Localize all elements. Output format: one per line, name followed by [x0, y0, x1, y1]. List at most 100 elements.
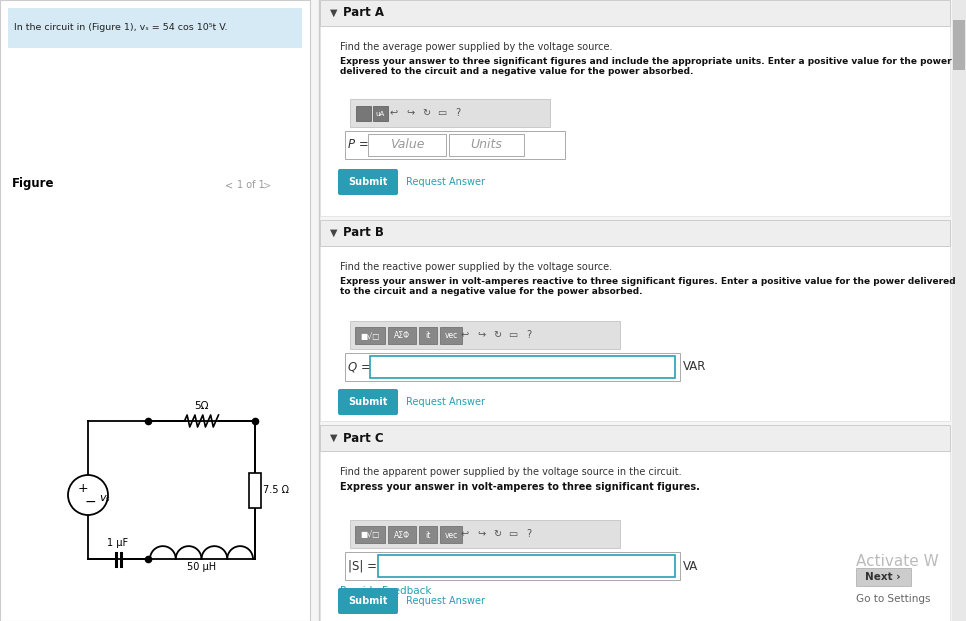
Bar: [952, 0, 966, 621]
Bar: [320, 26, 950, 216]
Text: <: <: [225, 180, 233, 190]
Text: 1 of 1: 1 of 1: [237, 180, 265, 190]
Text: ΑΣΦ: ΑΣΦ: [394, 332, 410, 340]
Text: ↩: ↩: [390, 108, 398, 118]
Text: VAR: VAR: [683, 361, 706, 373]
Bar: [345, 353, 680, 381]
Text: ↩: ↩: [461, 330, 469, 340]
Text: |S| =: |S| =: [348, 560, 377, 573]
Bar: [378, 555, 675, 577]
Bar: [440, 526, 462, 543]
Bar: [320, 220, 950, 246]
Text: ▭: ▭: [508, 330, 518, 340]
Text: Request Answer: Request Answer: [406, 177, 485, 187]
Text: Figure: Figure: [12, 177, 54, 190]
Bar: [953, 20, 965, 70]
Text: ?: ?: [526, 330, 531, 340]
Bar: [419, 327, 437, 344]
Text: Submit: Submit: [349, 596, 387, 606]
Text: Go to Settings: Go to Settings: [856, 594, 930, 604]
Text: vec: vec: [444, 332, 458, 340]
Bar: [350, 520, 620, 548]
Text: P =: P =: [348, 138, 369, 152]
Text: Value: Value: [389, 138, 424, 152]
Text: Find the apparent power supplied by the voltage source in the circuit.: Find the apparent power supplied by the …: [340, 467, 682, 477]
Text: Provide Feedback: Provide Feedback: [340, 586, 432, 596]
Bar: [449, 134, 524, 156]
Text: uA: uA: [376, 111, 384, 117]
Bar: [350, 99, 550, 127]
Text: Submit: Submit: [349, 177, 387, 187]
Bar: [320, 0, 950, 26]
Bar: [356, 106, 371, 121]
Bar: [320, 0, 966, 621]
Text: ▼: ▼: [330, 8, 337, 18]
Bar: [350, 321, 620, 349]
Text: Part A: Part A: [343, 6, 384, 19]
Text: 50 μH: 50 μH: [187, 562, 216, 572]
Text: vₛ: vₛ: [99, 493, 110, 503]
Bar: [345, 552, 680, 580]
Text: 1 μF: 1 μF: [107, 538, 128, 548]
Bar: [355, 327, 385, 344]
Text: ↪: ↪: [406, 108, 414, 118]
Text: ▼: ▼: [330, 228, 337, 238]
Text: ■√□: ■√□: [360, 332, 380, 340]
Text: ▭: ▭: [438, 108, 446, 118]
Circle shape: [68, 475, 108, 515]
Bar: [368, 134, 446, 156]
Text: Find the average power supplied by the voltage source.: Find the average power supplied by the v…: [340, 42, 612, 52]
Text: VA: VA: [683, 560, 698, 573]
Bar: [249, 473, 261, 507]
Bar: [0, 0, 310, 621]
Bar: [355, 526, 385, 543]
Text: ↪: ↪: [477, 529, 485, 539]
Text: ■√□: ■√□: [360, 530, 380, 540]
Text: Next ›: Next ›: [866, 572, 900, 582]
FancyBboxPatch shape: [338, 389, 398, 415]
Bar: [345, 131, 565, 159]
FancyBboxPatch shape: [338, 588, 398, 614]
Text: vec: vec: [444, 530, 458, 540]
FancyBboxPatch shape: [338, 169, 398, 195]
Text: +: +: [77, 481, 88, 494]
Bar: [320, 425, 950, 451]
Text: Activate W: Activate W: [856, 553, 939, 568]
Text: ?: ?: [526, 529, 531, 539]
Text: it: it: [425, 332, 431, 340]
Text: Units: Units: [470, 138, 502, 152]
Bar: [320, 451, 950, 621]
Text: ↩: ↩: [461, 529, 469, 539]
Text: Express your answer to three significant figures and include the appropriate uni: Express your answer to three significant…: [340, 57, 952, 76]
Text: Find the reactive power supplied by the voltage source.: Find the reactive power supplied by the …: [340, 262, 612, 272]
Text: ↻: ↻: [493, 330, 501, 340]
Text: Submit: Submit: [349, 397, 387, 407]
Text: 7.5 Ω: 7.5 Ω: [263, 485, 289, 495]
Text: ↪: ↪: [477, 330, 485, 340]
Text: −: −: [84, 495, 96, 509]
Text: ▼: ▼: [330, 433, 337, 443]
Bar: [8, 8, 302, 48]
Text: Part C: Part C: [343, 432, 384, 445]
Bar: [370, 356, 675, 378]
Bar: [388, 526, 416, 543]
Text: ▭: ▭: [508, 529, 518, 539]
Text: In the circuit in (Figure 1), vₛ = 54 cos 10⁵t V.: In the circuit in (Figure 1), vₛ = 54 co…: [14, 24, 228, 32]
Bar: [419, 526, 437, 543]
Text: 5Ω: 5Ω: [194, 401, 209, 411]
Text: it: it: [425, 530, 431, 540]
Text: Request Answer: Request Answer: [406, 397, 485, 407]
Text: Part B: Part B: [343, 227, 384, 240]
Bar: [373, 106, 388, 121]
Bar: [440, 327, 462, 344]
Bar: [320, 246, 950, 421]
Text: ?: ?: [455, 108, 461, 118]
Text: Express your answer in volt-amperes to three significant figures.: Express your answer in volt-amperes to t…: [340, 482, 700, 492]
Text: Request Answer: Request Answer: [406, 596, 485, 606]
Bar: [856, 568, 911, 586]
Text: ↻: ↻: [493, 529, 501, 539]
Bar: [388, 327, 416, 344]
Text: Q =: Q =: [348, 361, 371, 373]
Text: Express your answer in volt-amperes reactive to three significant figures. Enter: Express your answer in volt-amperes reac…: [340, 277, 955, 296]
Text: ↻: ↻: [422, 108, 430, 118]
